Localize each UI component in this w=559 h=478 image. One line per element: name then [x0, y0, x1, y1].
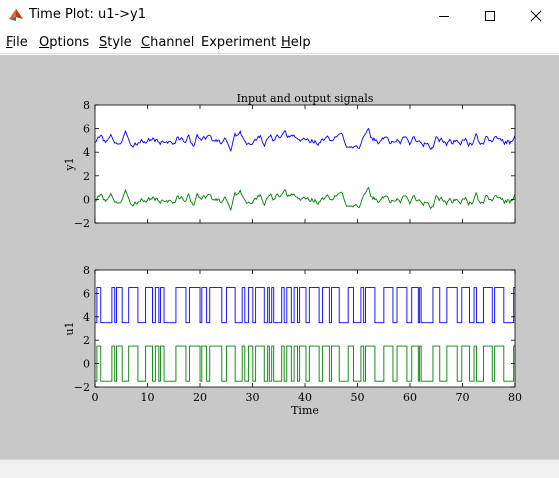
ytick-label: 0 — [83, 358, 90, 371]
menu-experiment[interactable]: Experiment — [201, 35, 277, 50]
menu-help[interactable]: Help — [281, 35, 311, 50]
xtick-label: 50 — [351, 391, 365, 404]
window-title: Time Plot: u1->y1 — [29, 7, 147, 22]
minimize-icon — [439, 16, 449, 17]
ytick-label: −2 — [74, 381, 90, 394]
ytick-label: 8 — [83, 99, 90, 112]
maximize-button[interactable] — [467, 0, 513, 32]
series-line-2-2 — [95, 345, 515, 382]
ytick-label: 2 — [83, 334, 90, 347]
x-axis-label: Time — [291, 404, 319, 417]
xtick-label: 10 — [141, 391, 155, 404]
close-button[interactable] — [513, 0, 559, 32]
xtick-label: 70 — [456, 391, 470, 404]
menu-file[interactable]: File — [6, 35, 28, 50]
figure-area: −2 0 2 4 6 8 Input and output signals y1 −2 0 2 4 6 8… — [0, 55, 559, 459]
ytick-label: 6 — [83, 123, 90, 136]
close-icon — [530, 10, 542, 22]
menu-style[interactable]: Style — [99, 35, 132, 50]
chart-title: Input and output signals — [237, 92, 374, 105]
status-bar — [0, 459, 559, 478]
ytick-label: 8 — [83, 264, 90, 277]
xtick-label: 30 — [246, 391, 260, 404]
matlab-icon — [9, 9, 23, 21]
menu-bar: File Options Style Channel Experiment He… — [0, 32, 559, 54]
axes-background-2 — [95, 270, 515, 387]
series-group-1 — [95, 127, 515, 212]
xtick-label: 60 — [403, 391, 417, 404]
xtick-label: 0 — [92, 391, 99, 404]
series-line-1-2 — [95, 186, 515, 212]
menu-options[interactable]: Options — [39, 35, 90, 50]
axes-background-1 — [95, 105, 515, 223]
series-line-1-1 — [95, 127, 515, 153]
ytick-label: 4 — [83, 311, 90, 324]
title-bar: Time Plot: u1->y1 — [0, 0, 559, 32]
ytick-label: 0 — [83, 193, 90, 206]
series-line-2-1 — [95, 287, 515, 324]
xtick-label: 40 — [298, 391, 312, 404]
y-axis-label: u1 — [63, 321, 76, 335]
ytick-label: −2 — [74, 217, 90, 230]
maximize-icon — [485, 11, 495, 21]
ytick-label: 2 — [83, 170, 90, 183]
series-group-2 — [95, 287, 515, 382]
menu-channel[interactable]: Channel — [141, 35, 195, 50]
y-axis-label: y1 — [63, 157, 76, 171]
ytick-label: 6 — [83, 287, 90, 300]
minimize-button[interactable] — [421, 0, 467, 32]
xtick-label: 20 — [193, 391, 207, 404]
xtick-label: 80 — [508, 391, 522, 404]
ytick-label: 4 — [83, 146, 90, 159]
